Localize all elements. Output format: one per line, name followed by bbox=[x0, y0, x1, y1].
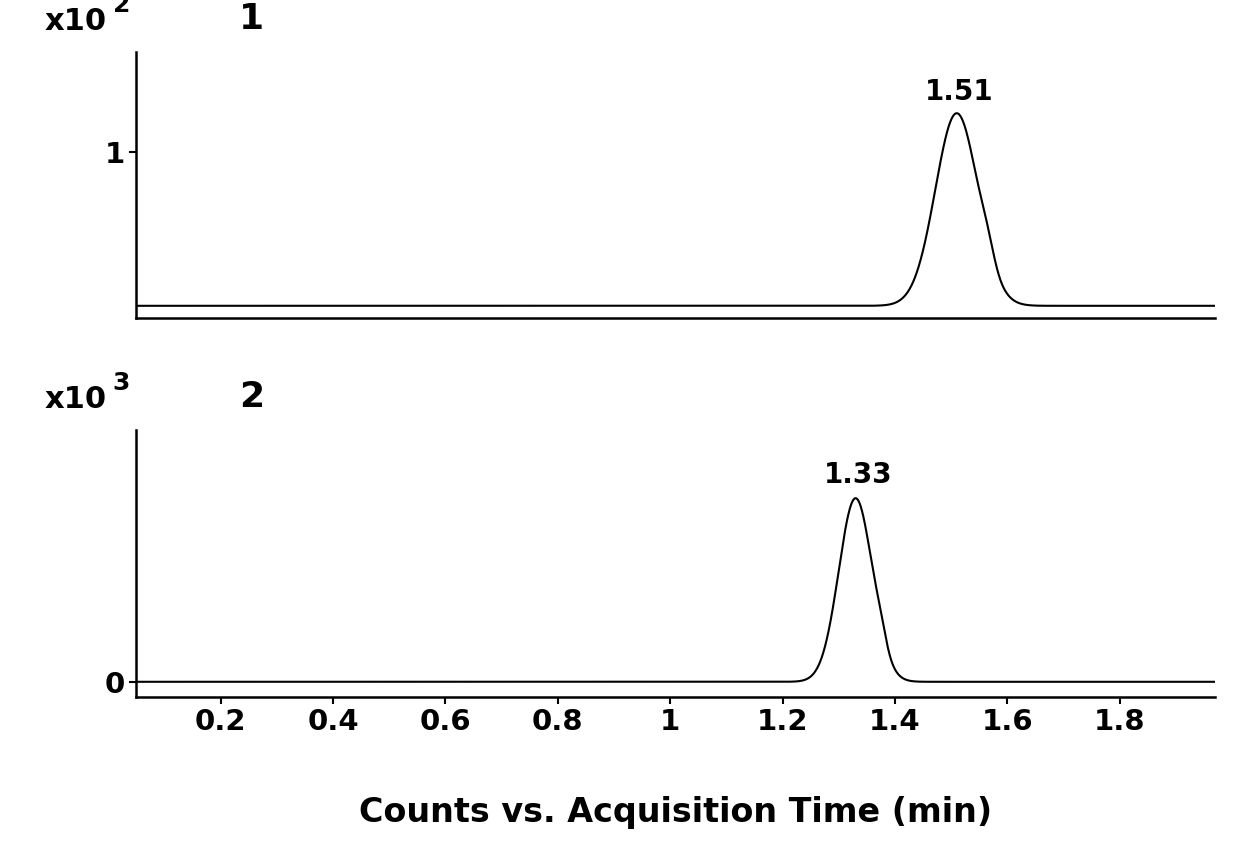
Text: 3: 3 bbox=[113, 372, 130, 396]
Text: 1.51: 1.51 bbox=[925, 77, 993, 106]
Text: 1: 1 bbox=[239, 2, 264, 35]
Text: 1.33: 1.33 bbox=[825, 461, 893, 489]
Text: 2: 2 bbox=[239, 380, 264, 414]
Text: Counts vs. Acquisition Time (min): Counts vs. Acquisition Time (min) bbox=[360, 796, 992, 829]
Text: x10: x10 bbox=[45, 7, 107, 35]
Text: x10: x10 bbox=[45, 385, 107, 414]
Text: 2: 2 bbox=[113, 0, 130, 17]
